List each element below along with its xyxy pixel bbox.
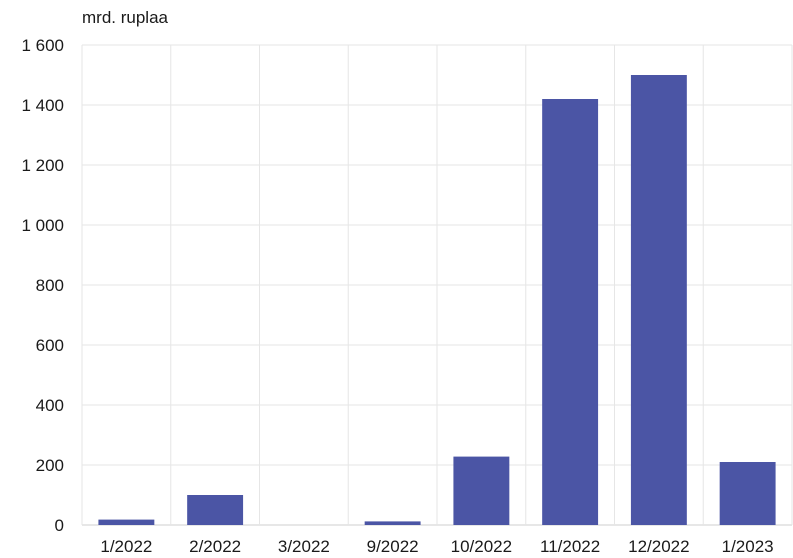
y-tick-label: 1 600 [21,36,64,55]
y-axis-ticks: 0 200 400 600 800 1 000 1 200 1 400 1 600 [21,36,64,535]
x-tick-label: 1/2022 [100,537,152,556]
y-axis-unit-label: mrd. ruplaa [82,8,168,27]
y-tick-label: 400 [36,396,64,415]
y-tick-label: 600 [36,336,64,355]
x-tick-label: 2/2022 [189,537,241,556]
bars [98,75,776,525]
x-tick-label: 3/2022 [278,537,330,556]
bar-1-2022 [98,519,155,525]
x-tick-label: 1/2023 [722,537,774,556]
y-tick-label: 800 [36,276,64,295]
x-axis-ticks: 1/2022 2/2022 3/2022 9/2022 10/2022 11/2022 12… [100,537,773,556]
bar-12-2022 [630,75,687,525]
bar-1-2023 [719,462,776,525]
bar-11-2022 [542,99,599,525]
y-tick-label: 1 200 [21,156,64,175]
y-tick-label: 200 [36,456,64,475]
bar-2-2022 [187,495,244,525]
x-tick-label: 9/2022 [367,537,419,556]
y-tick-label: 0 [55,516,64,535]
bar-9-2022 [364,521,421,525]
y-tick-label: 1 400 [21,96,64,115]
x-tick-label: 11/2022 [540,537,600,556]
x-tick-label: 12/2022 [628,537,689,556]
bar-10-2022 [453,456,510,525]
x-tick-label: 10/2022 [451,537,512,556]
y-tick-label: 1 000 [21,216,64,235]
